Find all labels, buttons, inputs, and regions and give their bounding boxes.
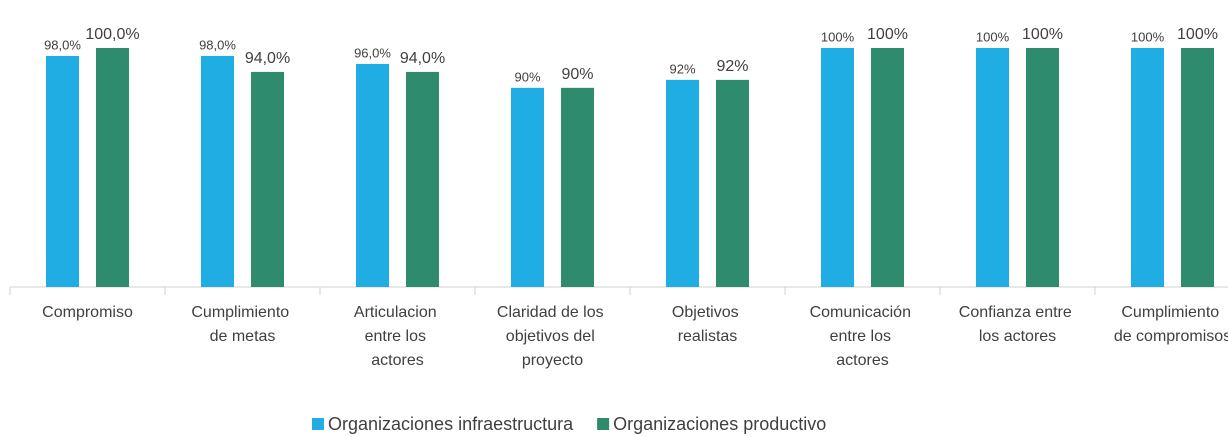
legend-swatch	[312, 418, 324, 430]
legend-label: Organizaciones infraestructura	[328, 414, 574, 434]
label-line: Articulacion	[354, 304, 441, 321]
x-tick-label: Comunicación entre los actores	[810, 304, 916, 369]
bar	[96, 48, 129, 287]
data-label: 92%	[716, 58, 748, 75]
data-label: 94,0%	[245, 50, 290, 67]
bar	[666, 79, 699, 287]
x-tick-label: Claridad de los objetivos del proyecto	[497, 304, 608, 369]
bar	[561, 87, 594, 287]
data-label: 96,0%	[354, 45, 391, 60]
label-line: Cumplimiento	[191, 304, 293, 321]
data-label: 100%	[976, 29, 1010, 44]
x-tick-label: Cumplimiento de metas	[191, 304, 293, 345]
label-line: de compromisos	[1114, 328, 1228, 345]
data-label: 100,0%	[85, 26, 139, 43]
bar	[871, 48, 904, 287]
bar	[356, 63, 389, 287]
label-line: Claridad de los	[497, 304, 608, 321]
x-tick-label: Confianza entre los actores	[959, 304, 1076, 345]
data-label: 100%	[821, 29, 855, 44]
bar	[1026, 48, 1059, 287]
label-line: objetivos del	[506, 328, 599, 345]
bar	[1131, 48, 1164, 287]
bar	[406, 71, 439, 288]
label-line: entre los	[830, 328, 896, 345]
x-tick-label: Compromiso	[42, 304, 133, 321]
legend-label: Organizaciones productivo	[613, 414, 826, 434]
data-label: 100%	[1022, 26, 1063, 43]
label-line: proyecto	[522, 352, 583, 369]
data-label: 92%	[669, 61, 695, 76]
data-label: 100%	[1177, 26, 1218, 43]
data-label: 90%	[561, 66, 593, 83]
data-label: 90%	[514, 69, 540, 84]
label-line: entre los	[365, 328, 431, 345]
data-label: 100%	[867, 26, 908, 43]
data-label: 98,0%	[44, 37, 81, 52]
data-label: 100%	[1131, 29, 1165, 44]
bar	[46, 55, 79, 287]
label-line: de metas	[210, 328, 276, 345]
bar	[201, 55, 234, 287]
label-line: Compromiso	[42, 304, 133, 321]
label-line: Cumplimiento	[1121, 304, 1223, 321]
label-line: realistas	[678, 328, 738, 345]
x-tick-label: Cumplimiento de compromisos	[1114, 304, 1228, 345]
label-line: Objetivos	[672, 304, 743, 321]
bar	[976, 48, 1009, 287]
label-line: Comunicación	[810, 304, 916, 321]
label-line: actores	[371, 352, 423, 369]
label-line: actores	[836, 352, 888, 369]
legend-swatch	[597, 418, 610, 430]
label-line: Confianza entre	[959, 304, 1076, 321]
x-tick-label: Objetivos realistas	[672, 304, 743, 345]
data-label: 98,0%	[199, 37, 236, 52]
label-line: los actores	[979, 328, 1056, 345]
bar	[716, 79, 749, 287]
bar	[821, 48, 854, 287]
x-tick-label: Articulacion entre los actores	[354, 304, 441, 369]
bar	[511, 87, 544, 287]
bar	[1181, 48, 1214, 287]
data-label: 94,0%	[400, 50, 445, 67]
bar	[251, 71, 284, 288]
